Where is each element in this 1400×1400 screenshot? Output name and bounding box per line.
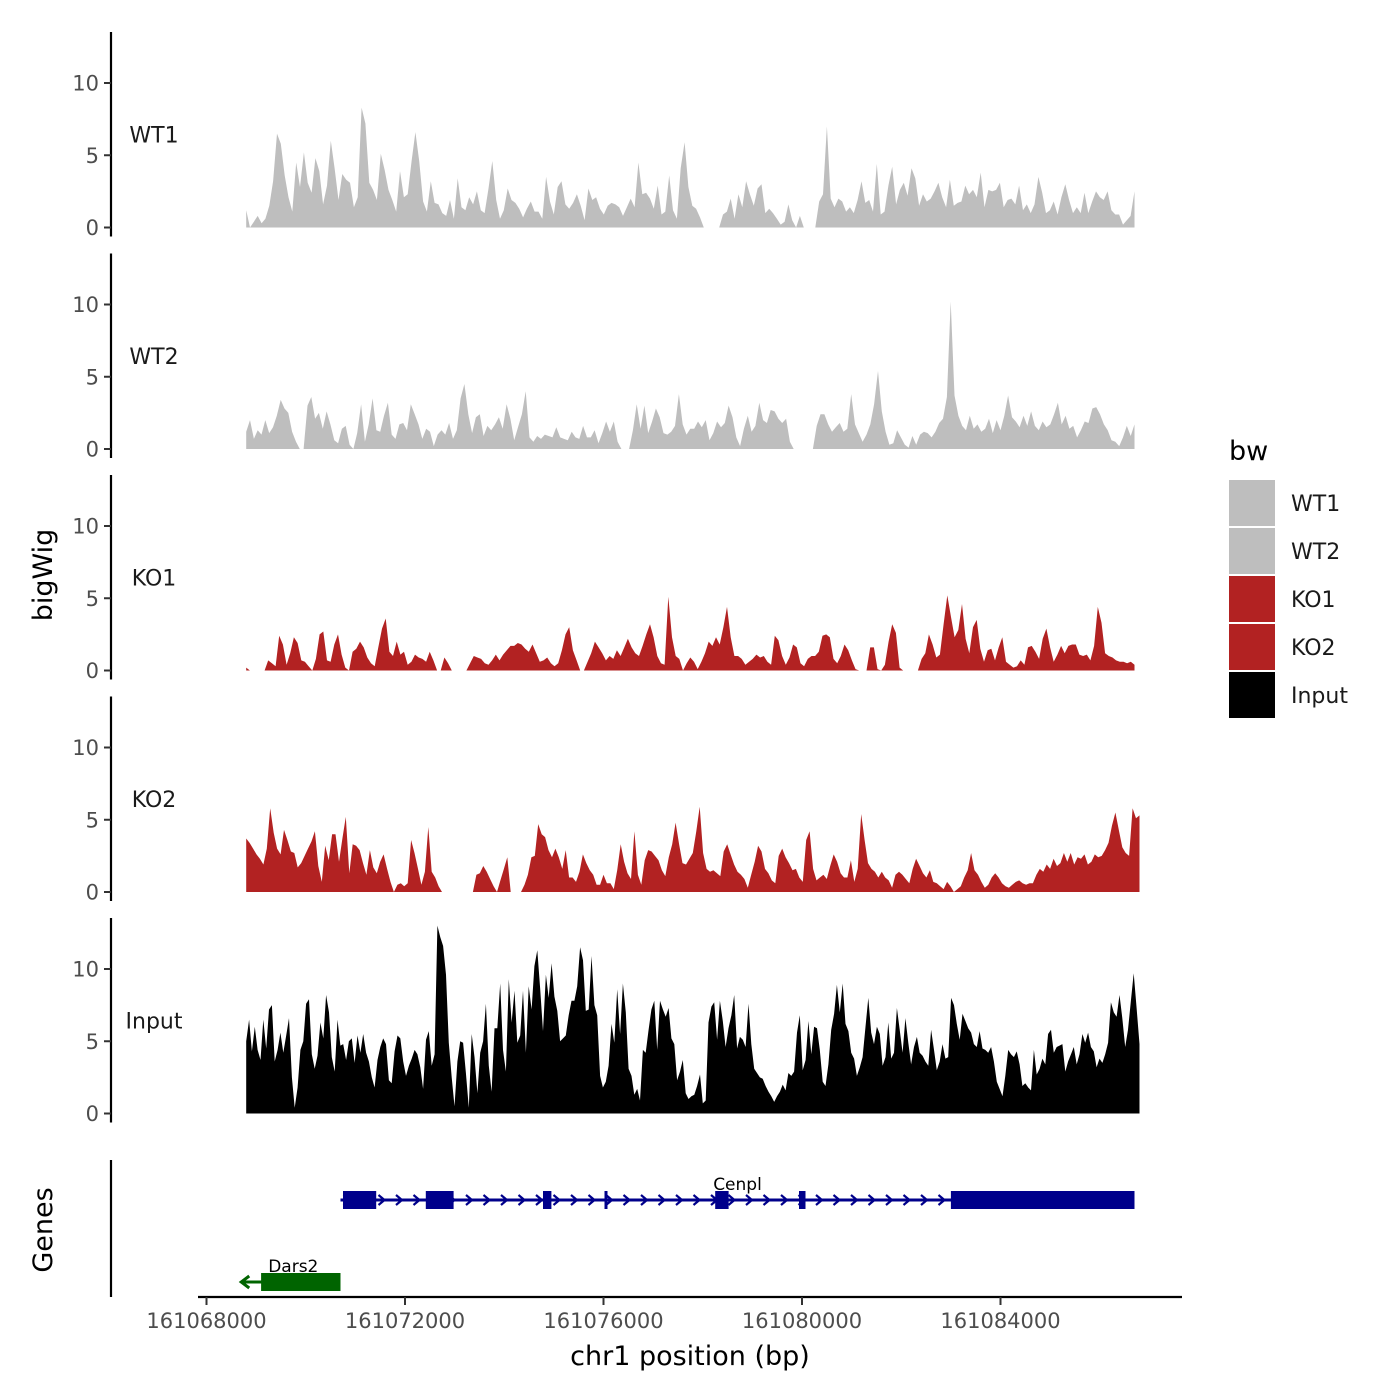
exon: [543, 1191, 552, 1209]
track-input: 0 5 10 Input: [72, 918, 1140, 1126]
strand-arrow: [832, 1194, 842, 1206]
exon: [950, 1191, 1135, 1209]
gene-label-cenpl: Cenpl: [713, 1175, 762, 1195]
track-wt2: 0 5 10 WT2: [72, 253, 1135, 462]
y-tick-label: 0: [86, 438, 99, 462]
track-ko2: 0 5 10 KO2: [72, 696, 1140, 905]
gene-label-dars2: Dars2: [268, 1257, 318, 1277]
exon: [715, 1191, 729, 1209]
strand-arrow: [937, 1194, 947, 1206]
x-tick-label: 161084000: [940, 1309, 1060, 1333]
exon: [799, 1191, 806, 1209]
y-tick-label: 5: [86, 144, 99, 168]
y-tick-label: 0: [86, 881, 99, 905]
strand-arrow: [517, 1194, 527, 1206]
gene-cenpl: Cenpl: [340, 1175, 1135, 1209]
signal-area-ko1: [246, 595, 1135, 671]
strand-arrow: [885, 1194, 894, 1206]
track-label-wt1: WT1: [129, 124, 178, 149]
strand-arrow: [657, 1194, 667, 1206]
strand-arrow: [640, 1194, 649, 1206]
signal-area-wt1: [246, 107, 1135, 228]
strand-arrow: [535, 1194, 544, 1206]
bigwig-tracks: 0 5 10 WT1 0 5 10 WT2 0 5 10 KO1 0 5 10 KO2 0 5 10 Input: [72, 32, 1140, 1126]
legend-label-input: Input: [1291, 684, 1348, 709]
strand-arrow: [920, 1194, 929, 1206]
x-tick-label: 161080000: [742, 1309, 862, 1333]
legend-key-wt2: [1229, 528, 1275, 574]
legend-label-ko1: KO1: [1291, 588, 1336, 613]
strand-arrow: [902, 1194, 912, 1206]
signal-area-ko2: [246, 806, 1140, 892]
signal-area-wt2: [246, 301, 1135, 449]
track-label-ko2: KO2: [132, 788, 177, 813]
y-tick-label: 10: [72, 958, 99, 982]
strand-arrow: [552, 1194, 562, 1206]
legend-label-ko2: KO2: [1291, 636, 1336, 661]
strand-arrow: [395, 1194, 404, 1206]
strand-arrow: [727, 1194, 737, 1206]
y-tick-label: 0: [86, 216, 99, 240]
track-label-wt2: WT2: [129, 345, 178, 370]
strand-arrow: [867, 1194, 877, 1206]
y-tick-label: 5: [86, 365, 99, 389]
strand-arrow: [815, 1194, 824, 1206]
legend-key-ko2: [1229, 624, 1275, 670]
strand-arrow: [570, 1194, 579, 1206]
exon: [261, 1273, 341, 1291]
genes-panel: Cenpl Dars2: [109, 1160, 1135, 1297]
gene-dars2: Dars2: [238, 1257, 341, 1291]
legend-key-wt1: [1229, 480, 1275, 526]
legend-key-input: [1229, 672, 1275, 718]
track-label-ko1: KO1: [132, 567, 177, 592]
strand-arrow: [605, 1194, 614, 1206]
strand-arrow: [377, 1194, 387, 1206]
y-tick-label: 10: [72, 293, 99, 317]
strand-arrow: [762, 1194, 772, 1206]
strand-arrow: [745, 1194, 754, 1206]
legend-label-wt1: WT1: [1291, 492, 1340, 517]
strand-arrow: [238, 1274, 251, 1290]
exon: [343, 1191, 377, 1209]
signal-area-input: [246, 925, 1140, 1114]
genes-panel-label: Genes: [28, 1187, 59, 1272]
y-tick-label: 5: [86, 808, 99, 832]
strand-arrow: [675, 1194, 684, 1206]
y-tick-label: 5: [86, 1030, 99, 1054]
exon: [604, 1191, 608, 1209]
track-ko1: 0 5 10 KO1: [72, 475, 1135, 683]
strand-arrow: [465, 1194, 474, 1206]
legend: bw WT1 WT2 KO1 KO2 Input: [1229, 436, 1348, 718]
y-tick-label: 0: [86, 1102, 99, 1126]
strand-arrow: [850, 1194, 859, 1206]
y-tick-label: 0: [86, 659, 99, 683]
legend-title: bw: [1229, 436, 1268, 467]
y-panel-label: bigWig: [28, 529, 59, 622]
legend-label-wt2: WT2: [1291, 540, 1340, 565]
y-tick-label: 10: [72, 515, 99, 539]
strand-arrow: [412, 1194, 422, 1206]
strand-arrow: [692, 1194, 702, 1206]
legend-key-ko1: [1229, 576, 1275, 622]
y-tick-label: 5: [86, 587, 99, 611]
x-axis: 161068000 161072000 161076000 161080000 1610…: [146, 1295, 1182, 1333]
track-wt1: 0 5 10 WT1: [72, 32, 1135, 240]
strand-arrow: [482, 1194, 492, 1206]
exon: [425, 1191, 454, 1209]
x-tick-label: 161068000: [146, 1309, 266, 1333]
x-tick-label: 161072000: [345, 1309, 465, 1333]
strand-arrow: [780, 1194, 789, 1206]
x-tick-label: 161076000: [543, 1309, 663, 1333]
y-tick-label: 10: [72, 736, 99, 760]
y-tick-label: 10: [72, 72, 99, 96]
strand-arrow: [622, 1194, 632, 1206]
strand-arrow: [500, 1194, 509, 1206]
strand-arrow: [587, 1194, 597, 1206]
x-axis-title: chr1 position (bp): [570, 1341, 810, 1372]
track-label-input: Input: [126, 1010, 183, 1035]
